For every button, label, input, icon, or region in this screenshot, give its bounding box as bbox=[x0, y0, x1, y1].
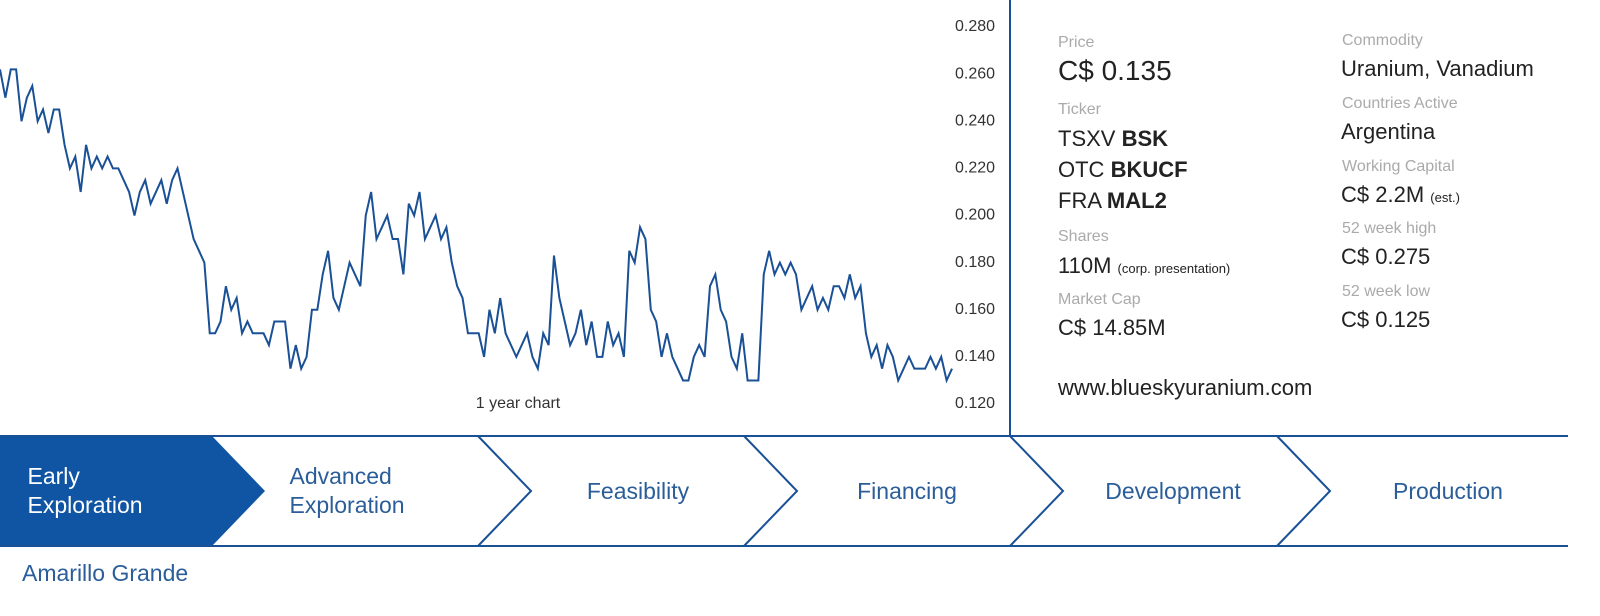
stage-label: Advanced Exploration bbox=[289, 463, 405, 518]
exchange: OTC bbox=[1058, 157, 1105, 182]
shares: 110M (corp. presentation) bbox=[1058, 253, 1230, 279]
stage-label: Production bbox=[1393, 477, 1503, 504]
y-tick-label: 0.180 bbox=[955, 254, 995, 271]
chevron bbox=[743, 435, 799, 547]
stage: Financing bbox=[857, 436, 957, 546]
stage-label: Development bbox=[1105, 477, 1241, 504]
stage: Advanced Exploration bbox=[290, 436, 455, 546]
exchange: TSXV bbox=[1058, 126, 1116, 151]
y-tick-label: 0.200 bbox=[955, 207, 995, 224]
price: C$ 0.135 bbox=[1058, 55, 1172, 86]
countries: Argentina bbox=[1341, 119, 1436, 144]
note: (est.) bbox=[1430, 190, 1460, 205]
stage-label: Financing bbox=[857, 477, 957, 504]
working-capital: C$ 2.2M (est.) bbox=[1341, 182, 1460, 208]
value: 110M bbox=[1058, 253, 1112, 278]
label: Working Capital bbox=[1342, 158, 1455, 175]
price-line bbox=[0, 68, 953, 384]
label: Commodity bbox=[1342, 32, 1423, 49]
website[interactable]: www.blueskyuranium.com bbox=[1058, 375, 1313, 400]
label: 52 week high bbox=[1342, 220, 1437, 237]
stage-label: Early Exploration bbox=[27, 463, 143, 518]
ticker: FRA MAL2 bbox=[1058, 188, 1167, 214]
y-tick-label: 0.140 bbox=[955, 348, 995, 365]
chevron bbox=[477, 435, 533, 547]
y-tick-label: 0.260 bbox=[955, 65, 995, 82]
y-tick-label: 0.120 bbox=[955, 395, 995, 412]
symbol: BSK bbox=[1121, 126, 1169, 151]
low: C$ 0.125 bbox=[1341, 307, 1431, 332]
y-tick-label: 0.240 bbox=[955, 112, 995, 129]
stage: Feasibility bbox=[587, 436, 689, 546]
high: C$ 0.275 bbox=[1341, 244, 1431, 269]
x-axis-label: 1 year chart bbox=[476, 395, 561, 412]
y-tick-label: 0.280 bbox=[955, 18, 995, 35]
symbol: MAL2 bbox=[1106, 188, 1167, 213]
y-tick-label: 0.220 bbox=[955, 160, 995, 177]
y-tick-label: 0.160 bbox=[955, 301, 995, 318]
label: Shares bbox=[1058, 228, 1109, 245]
note: (corp. presentation) bbox=[1117, 261, 1231, 276]
chevron bbox=[1276, 435, 1332, 547]
chevron bbox=[1009, 435, 1065, 547]
exchange: FRA bbox=[1058, 188, 1101, 213]
ticker: OTC BKUCF bbox=[1058, 157, 1188, 183]
stage: Development bbox=[1105, 436, 1241, 546]
label: Price bbox=[1058, 34, 1095, 51]
symbol: BKUCF bbox=[1110, 157, 1188, 182]
commodity: Uranium, Vanadium bbox=[1341, 56, 1534, 81]
stage: Early Exploration bbox=[28, 436, 193, 546]
label: 52 week low bbox=[1342, 283, 1431, 300]
stage: Production bbox=[1393, 436, 1503, 546]
market-cap: C$ 14.85M bbox=[1058, 315, 1166, 340]
active-stage bbox=[0, 436, 265, 546]
stage-label: Feasibility bbox=[586, 477, 690, 504]
ticker: TSXV BSK bbox=[1058, 126, 1168, 152]
project: Amarillo Grande bbox=[22, 560, 189, 586]
label: Ticker bbox=[1058, 101, 1101, 118]
label: Countries Active bbox=[1342, 95, 1458, 112]
label: Market Cap bbox=[1058, 291, 1141, 308]
value: C$ 2.2M bbox=[1341, 182, 1425, 207]
